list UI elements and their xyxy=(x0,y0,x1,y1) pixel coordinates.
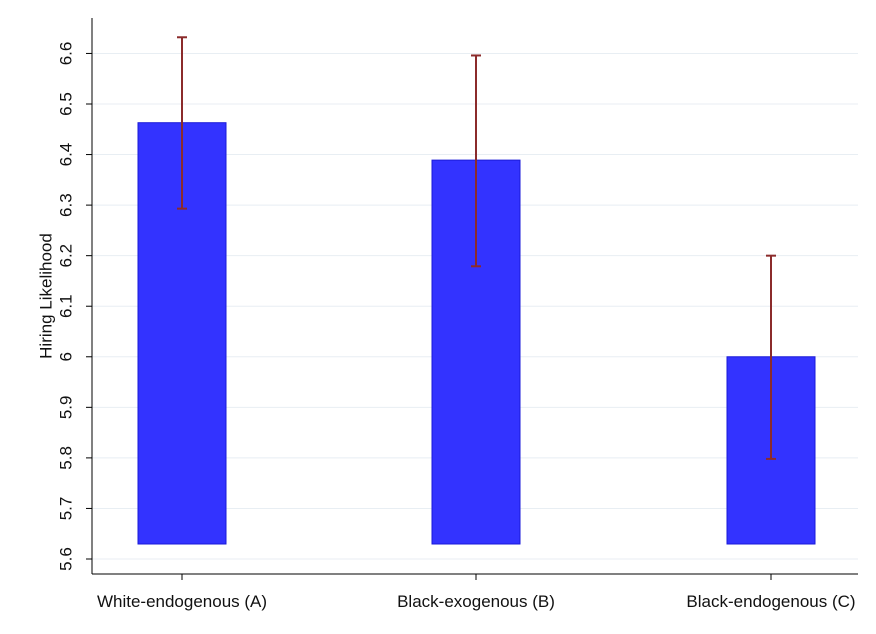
y-tick-label: 6.2 xyxy=(57,244,76,268)
y-tick-label: 6.3 xyxy=(57,193,76,217)
y-tick-label: 6 xyxy=(57,352,76,361)
x-tick-label: Black-endogenous (C) xyxy=(686,592,855,611)
x-axis: White-endogenous (A) Black-exogenous (B) B… xyxy=(92,573,858,611)
y-tick-label: 6.4 xyxy=(57,143,76,167)
y-axis-title: Hiring Likelihood xyxy=(37,233,56,359)
y-tick-label: 5.8 xyxy=(57,446,76,470)
y-tick-label: 6.1 xyxy=(57,294,76,318)
y-tick-label: 5.9 xyxy=(57,396,76,420)
y-tick-label: 5.7 xyxy=(57,497,76,521)
x-tick-label: Black-exogenous (B) xyxy=(397,592,555,611)
y-tick-label: 5.6 xyxy=(57,547,76,571)
x-tick-label: White-endogenous (A) xyxy=(97,592,267,611)
y-tick-label: 6.6 xyxy=(57,42,76,66)
y-axis: 5.6 5.7 5.8 5.9 6 6.1 6.2 6.3 6.4 6.5 6.6 xyxy=(57,18,93,574)
error-bars xyxy=(177,36,776,460)
y-tick-label: 6.5 xyxy=(57,92,76,116)
